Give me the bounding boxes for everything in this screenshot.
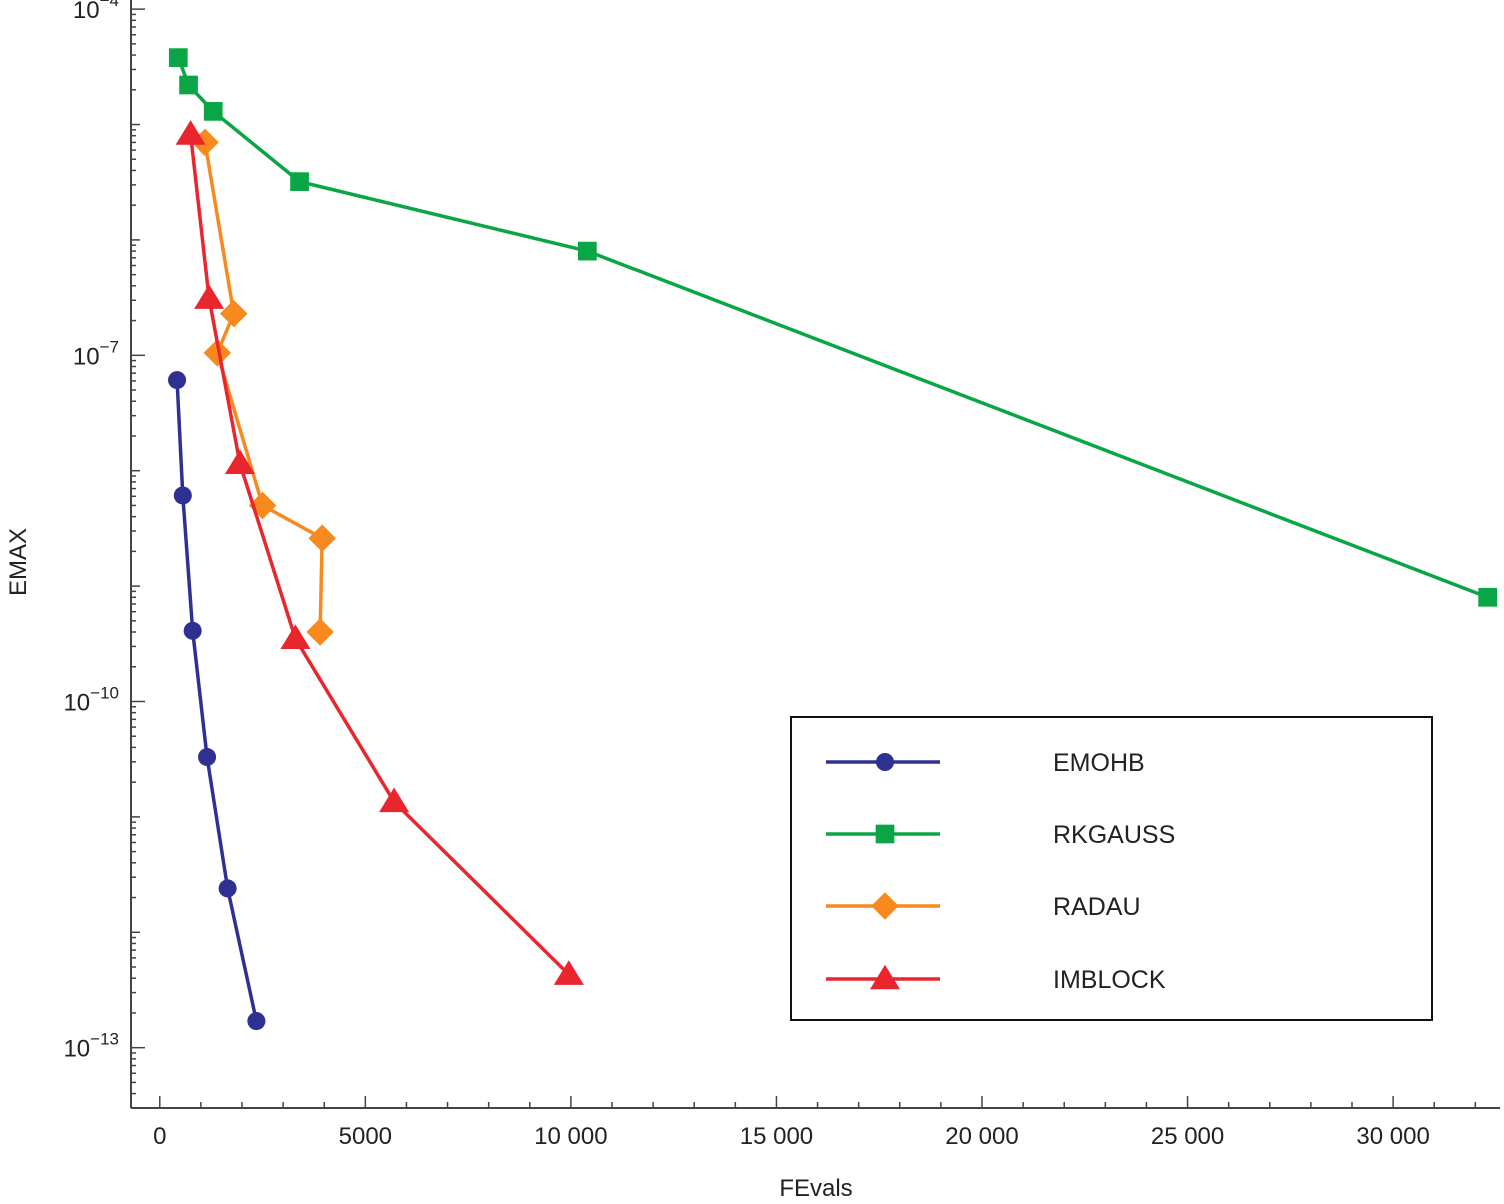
marker-circle bbox=[247, 1012, 266, 1031]
legend-label: RKGAUSS bbox=[1053, 821, 1175, 849]
series-imblock bbox=[175, 120, 584, 985]
x-tick-label: 5000 bbox=[339, 1123, 392, 1150]
legend-label: RADAU bbox=[1053, 893, 1141, 921]
x-tick-label: 15 000 bbox=[740, 1123, 813, 1150]
marker-square bbox=[179, 75, 198, 95]
y-tick-label: 10−13 bbox=[63, 1030, 119, 1063]
axes: 0 5000 10 000 15 000 20 000 25 000 30 000 10−4… bbox=[63, 0, 1500, 1150]
marker-triangle bbox=[280, 624, 311, 650]
x-ticks: 0 5000 10 000 15 000 20 000 25 000 30 000 bbox=[153, 1096, 1477, 1150]
series-radau bbox=[191, 128, 336, 646]
marker-circle bbox=[173, 486, 192, 505]
series-line bbox=[175, 379, 259, 1022]
series-line bbox=[176, 57, 1489, 599]
marker-circle bbox=[875, 752, 895, 772]
legend-item-rkgauss: RKGAUSS bbox=[826, 821, 1175, 849]
x-tick-label: 10 000 bbox=[534, 1123, 607, 1150]
marker-triangle bbox=[194, 284, 225, 309]
marker-square bbox=[203, 102, 223, 121]
series-layer bbox=[168, 48, 1498, 1031]
marker-square bbox=[290, 172, 309, 191]
y-axis-label: EMAX bbox=[5, 528, 32, 596]
marker-square bbox=[1478, 587, 1498, 607]
marker-triangle bbox=[869, 964, 901, 990]
y-ticks: 10−4 10−7 10−10 10−13 bbox=[63, 0, 145, 1109]
marker-triangle bbox=[553, 960, 584, 985]
marker-circle bbox=[218, 879, 237, 898]
y-tick-label: 10−4 bbox=[73, 0, 119, 24]
marker-circle bbox=[168, 371, 187, 390]
marker-diamond bbox=[308, 524, 336, 552]
marker-diamond bbox=[220, 299, 248, 328]
marker-square bbox=[577, 241, 597, 261]
legend-item-imblock: IMBLOCK bbox=[826, 964, 1166, 994]
series-line bbox=[203, 142, 324, 633]
marker-diamond bbox=[203, 339, 232, 367]
legend-box bbox=[790, 716, 1433, 1021]
series-rkgauss bbox=[168, 48, 1498, 607]
legend-item-emohb: EMOHB bbox=[826, 749, 1145, 777]
marker-circle bbox=[198, 748, 217, 767]
x-axis-label: FEvals bbox=[779, 1175, 852, 1202]
marker-square bbox=[168, 48, 188, 67]
marker-triangle bbox=[379, 787, 410, 813]
legend: EMOHB RKGAUSS RADAU IMBLOCK bbox=[790, 716, 1433, 1021]
marker-diamond bbox=[306, 618, 334, 646]
marker-triangle bbox=[224, 449, 255, 474]
series-line bbox=[188, 134, 571, 976]
legend-label: IMBLOCK bbox=[1053, 966, 1166, 994]
x-tick-label: 20 000 bbox=[945, 1123, 1018, 1150]
marker-square bbox=[875, 824, 895, 844]
series-emohb bbox=[168, 371, 266, 1031]
x-tick-label: 25 000 bbox=[1151, 1123, 1224, 1150]
y-tick-label: 10−7 bbox=[73, 337, 119, 370]
marker-diamond bbox=[871, 892, 899, 920]
marker-circle bbox=[183, 621, 202, 640]
legend-item-radau: RADAU bbox=[826, 892, 1141, 921]
marker-triangle bbox=[175, 120, 206, 145]
x-tick-label: 30 000 bbox=[1356, 1123, 1429, 1150]
y-tick-label: 10−10 bbox=[63, 683, 119, 716]
legend-label: EMOHB bbox=[1053, 749, 1145, 777]
x-tick-label: 0 bbox=[153, 1123, 166, 1150]
